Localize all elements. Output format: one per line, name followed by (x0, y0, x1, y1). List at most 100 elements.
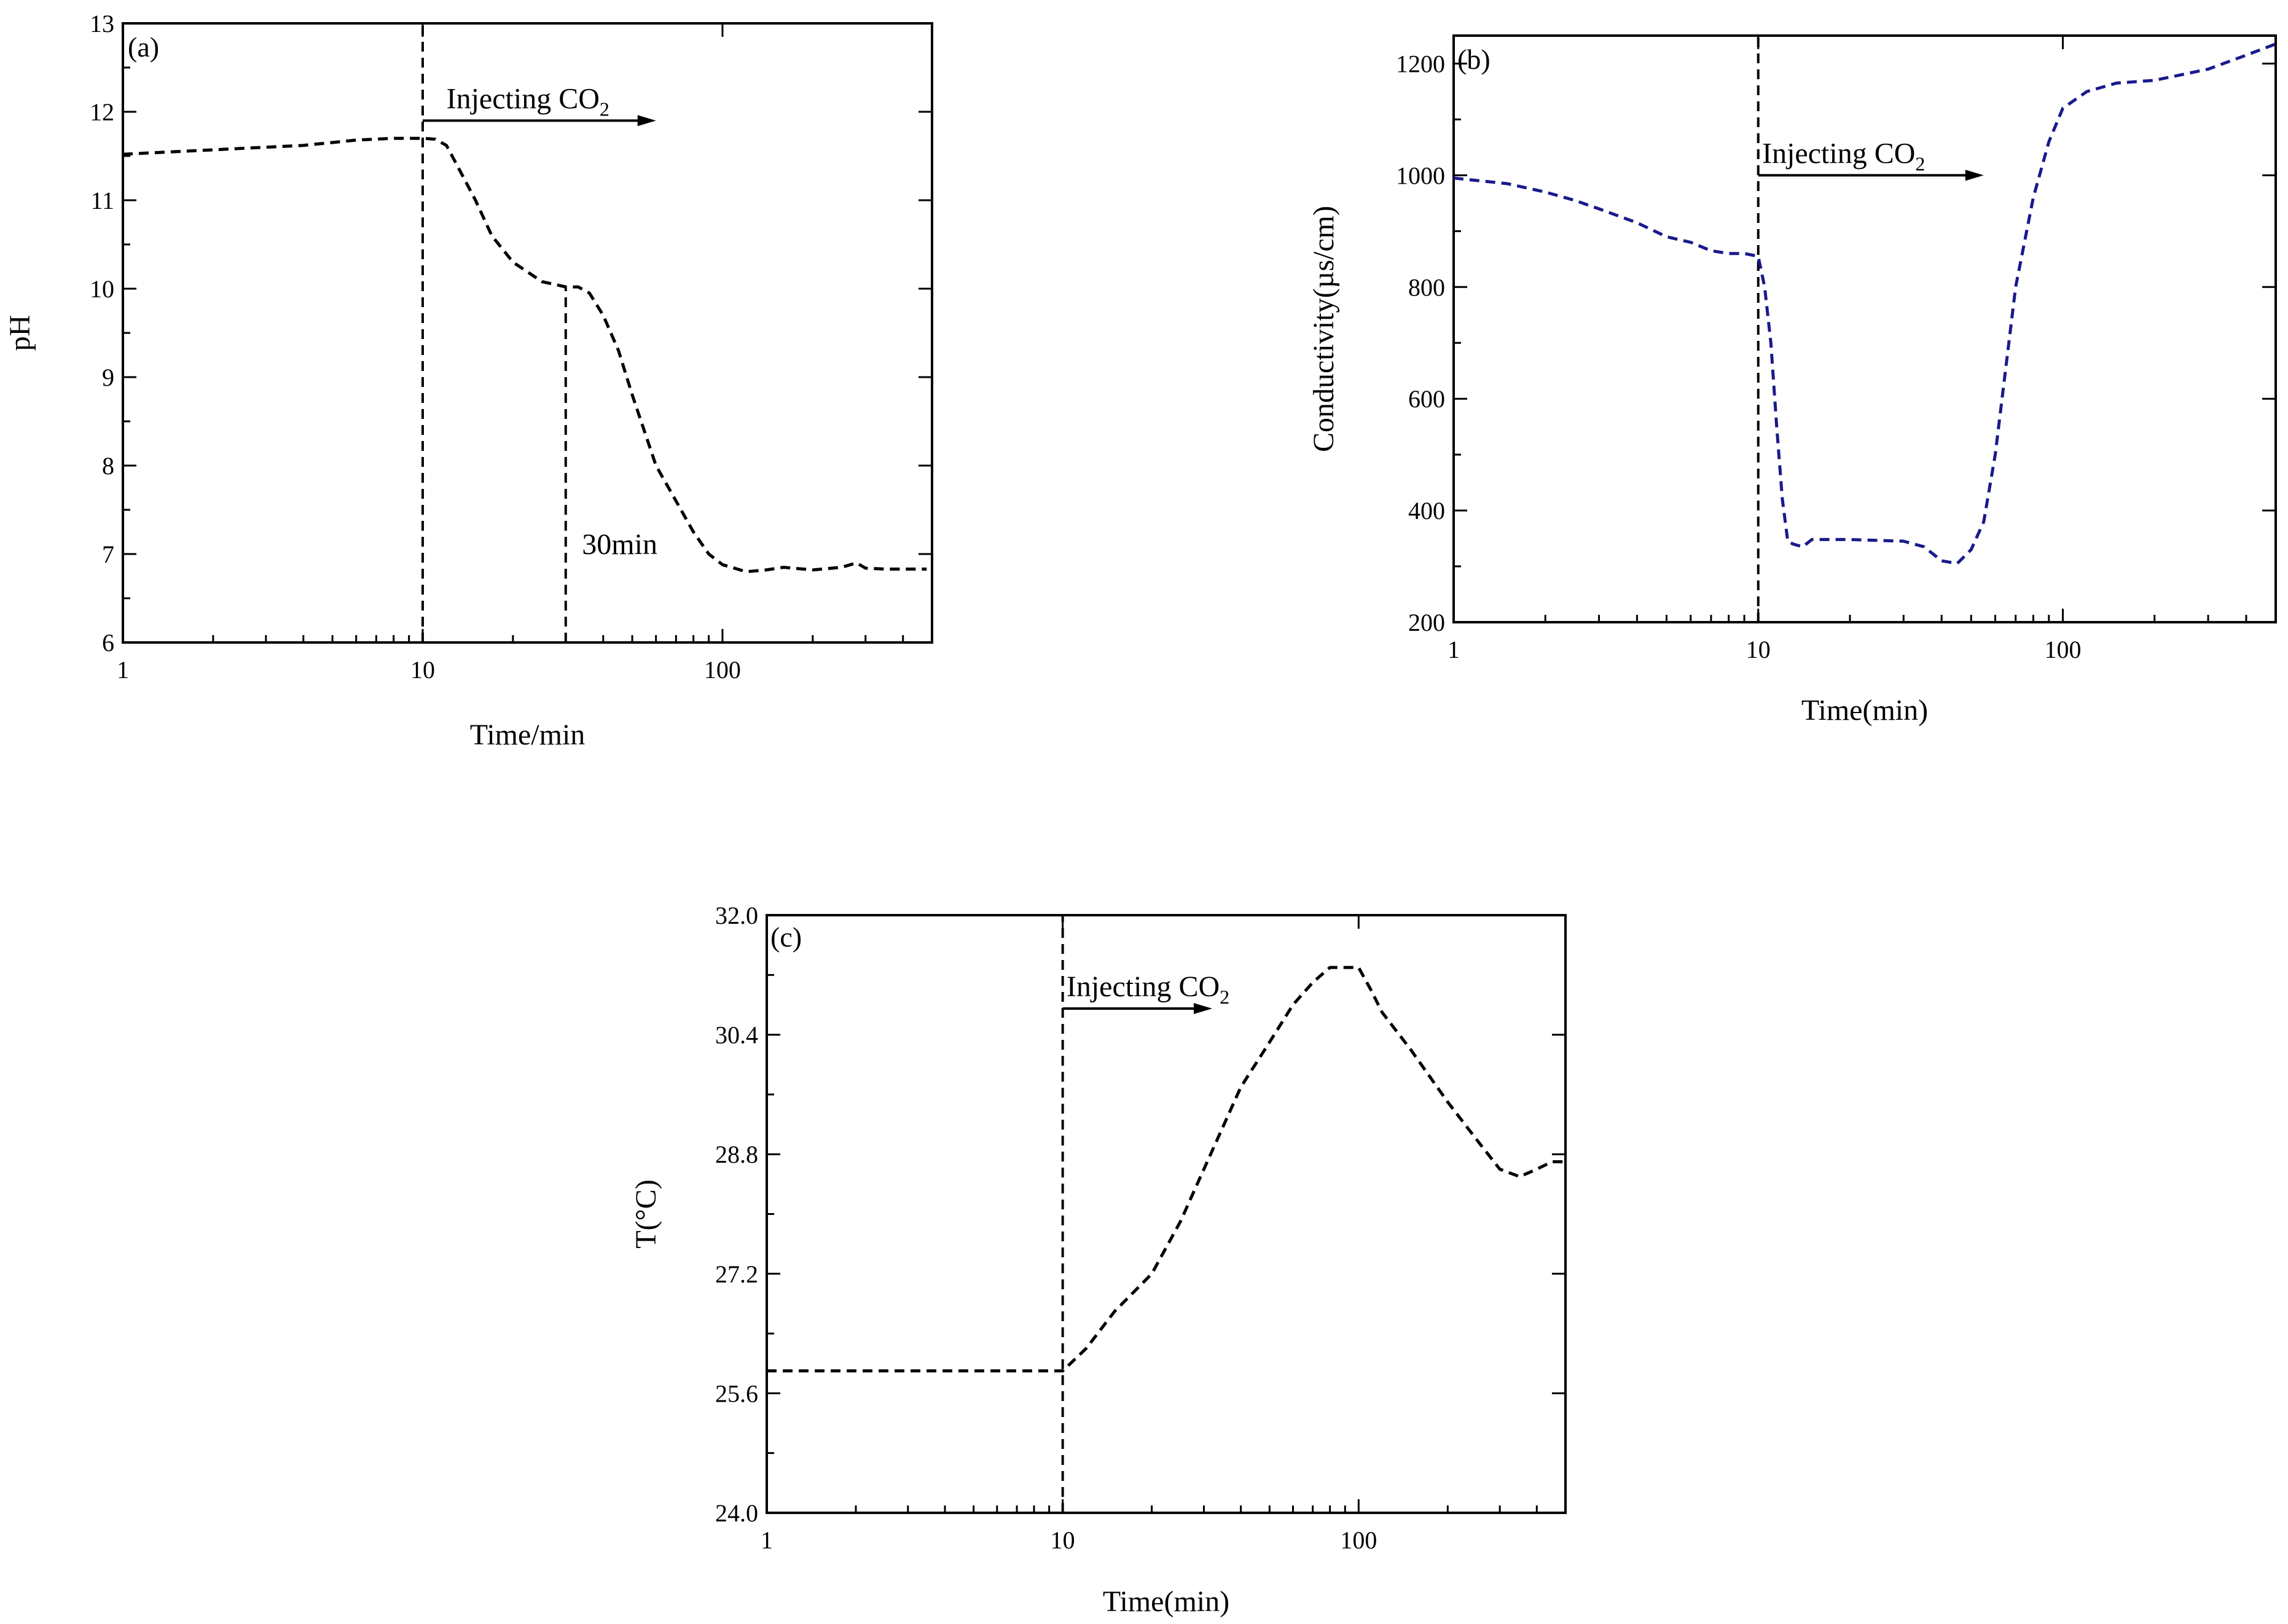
annotation-text: Injecting CO2 (1067, 970, 1229, 1008)
data-point (632, 394, 633, 396)
data-point (2086, 90, 2088, 92)
plot-frame (766, 914, 1567, 1514)
data-point (655, 465, 657, 467)
data-point (1598, 208, 1600, 209)
y-tick-label: 600 (1408, 385, 1445, 413)
data-point (864, 568, 866, 569)
chart-panel-c: 1 10 100 24.0 25.6 27.2 28.8 30.4 32.0 Time(min) T… (630, 902, 1567, 1618)
x-tick-label: 100 (704, 656, 741, 684)
data-point (856, 562, 858, 564)
x-tick-label: 1 (1448, 636, 1460, 663)
data-point (1292, 1004, 1294, 1005)
y-tick-label: 6 (102, 629, 114, 657)
annotation-subscript: 2 (1220, 986, 1229, 1008)
data-point (1770, 342, 1772, 344)
y-tick-label: 7 (102, 541, 114, 568)
x-axis-label: Time(min) (1103, 1585, 1229, 1618)
plot-frame (1452, 34, 2277, 623)
data-point (1203, 1168, 1205, 1170)
y-tick-label: 9 (102, 364, 114, 391)
data-point (1574, 200, 1576, 201)
data-point (1312, 982, 1314, 983)
data-point (1787, 541, 1788, 542)
data-point (1085, 1348, 1087, 1349)
x-tick-label: 1 (761, 1526, 773, 1554)
arrow-head-icon (1193, 1003, 1212, 1015)
y-tick-label: 400 (1408, 497, 1445, 525)
y-tick-label: 12 (90, 98, 114, 126)
data-point (885, 568, 887, 570)
panel-label: (a) (128, 31, 159, 63)
series-line (767, 966, 1565, 1373)
data-point (212, 149, 214, 150)
data-point (512, 261, 514, 263)
arrow-head-icon (1965, 170, 1984, 181)
data-point (1551, 1161, 1553, 1163)
data-point (565, 286, 566, 288)
annotation-main: Injecting CO (1067, 970, 1220, 1003)
data-point (541, 281, 543, 283)
annotation-text: Injecting CO2 (447, 82, 609, 120)
data-point (766, 569, 767, 571)
data-point (783, 566, 785, 568)
x-axis-label: Time/min (470, 719, 586, 751)
data-point (841, 566, 843, 568)
x-tick-label: 100 (2044, 636, 2081, 663)
data-point (855, 1370, 856, 1372)
data-point (474, 200, 476, 201)
data-point (766, 1370, 768, 1372)
data-point (1180, 1220, 1181, 1222)
data-point (692, 531, 694, 533)
data-point (491, 235, 493, 236)
x-tick-label: 100 (1340, 1526, 1377, 1554)
plot-frame (122, 22, 933, 644)
x-tick-label: 10 (1051, 1526, 1075, 1554)
panel-label: (b) (1457, 44, 1491, 75)
data-point (1941, 560, 1943, 561)
data-point (721, 564, 723, 566)
series-line (1453, 42, 2276, 565)
data-point (1781, 498, 1783, 500)
data-point (812, 569, 813, 571)
y-tick-label: 1000 (1396, 162, 1445, 189)
data-point (2032, 197, 2034, 198)
data-point (1666, 236, 1667, 238)
data-point (122, 154, 124, 155)
data-point (1690, 241, 1691, 243)
data-point (434, 138, 436, 140)
data-point (1151, 1273, 1153, 1275)
y-tick-label: 30.4 (715, 1021, 758, 1049)
annotation-text: Injecting CO2 (1762, 137, 1925, 174)
annotation-subscript: 2 (600, 98, 609, 120)
annotation-main: 30min (582, 528, 657, 561)
data-point (2208, 68, 2209, 70)
data-point (2062, 107, 2064, 109)
y-tick-label: 32.0 (715, 902, 758, 929)
y-tick-label: 8 (102, 452, 114, 480)
data-point (1956, 563, 1958, 564)
data-point (577, 286, 579, 288)
y-tick-label: 13 (90, 10, 114, 37)
x-axis-label: Time(min) (1801, 694, 1928, 727)
data-point (1062, 1370, 1064, 1372)
data-point (1636, 222, 1638, 224)
data-point (2275, 43, 2277, 45)
data-point (2048, 141, 2050, 142)
y-tick-label: 800 (1408, 273, 1445, 301)
data-point (1983, 521, 1984, 523)
annotation-main: Injecting CO (447, 82, 600, 115)
data-point (1776, 426, 1777, 427)
data-point (1757, 256, 1759, 257)
data-point (745, 571, 747, 572)
y-tick-label: 10 (90, 275, 114, 303)
data-point (589, 292, 590, 294)
data-point (1447, 1101, 1449, 1103)
annotation-text: 30min (582, 528, 657, 561)
data-point (1536, 1168, 1538, 1170)
data-point (1329, 967, 1331, 969)
data-point (1903, 541, 1905, 542)
data-point (1453, 177, 1455, 179)
data-point (1811, 539, 1813, 541)
data-point (1565, 1161, 1567, 1163)
data-point (1545, 191, 1546, 193)
